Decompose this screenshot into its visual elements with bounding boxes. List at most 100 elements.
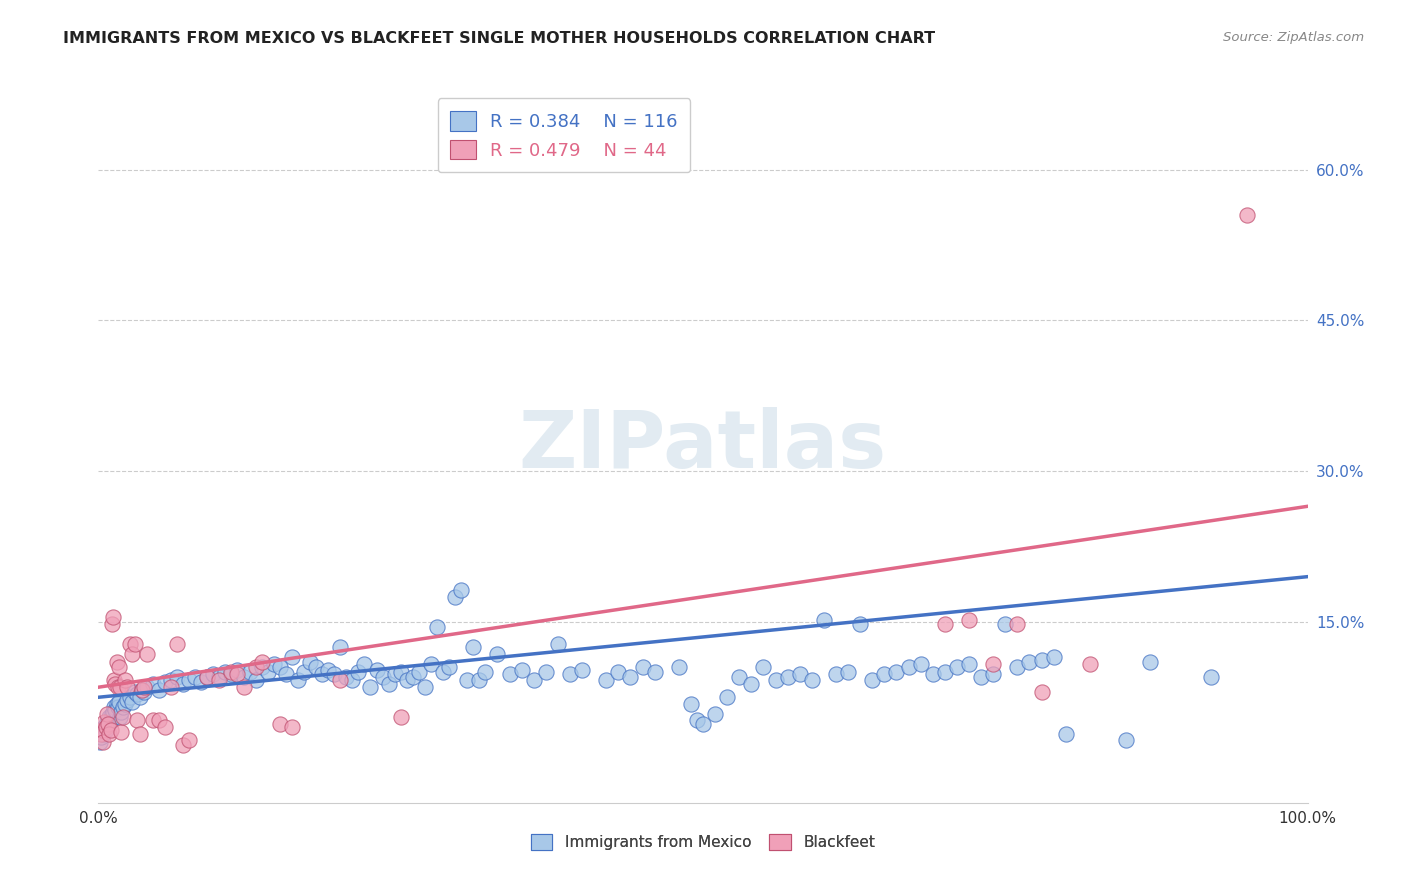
Point	[103, 673, 125, 688]
Point	[98, 727, 121, 741]
Point	[221, 665, 243, 680]
Point	[957, 657, 980, 672]
Point	[101, 610, 124, 624]
Point	[329, 640, 352, 654]
Point	[957, 613, 980, 627]
Point	[111, 710, 134, 724]
Point	[97, 717, 120, 731]
Point	[692, 717, 714, 731]
Point	[619, 670, 641, 684]
Point	[994, 616, 1017, 631]
Point	[184, 670, 207, 684]
Point	[245, 673, 267, 688]
Point	[837, 665, 859, 680]
Point	[366, 663, 388, 677]
Point	[686, 714, 709, 728]
Point	[347, 665, 370, 680]
Point	[135, 647, 157, 661]
Point	[498, 667, 520, 681]
Point	[221, 667, 243, 681]
Point	[245, 660, 267, 674]
Point	[316, 663, 339, 677]
Point	[89, 735, 111, 749]
Point	[232, 680, 254, 694]
Point	[208, 673, 231, 688]
Point	[269, 660, 291, 674]
Point	[127, 687, 149, 701]
Point	[108, 695, 131, 709]
Text: IMMIGRANTS FROM MEXICO VS BLACKFEET SINGLE MOTHER HOUSEHOLDS CORRELATION CHART: IMMIGRANTS FROM MEXICO VS BLACKFEET SING…	[63, 31, 935, 46]
Point	[108, 680, 131, 694]
Point	[131, 683, 153, 698]
Point	[94, 720, 117, 734]
Point	[90, 731, 112, 745]
Point	[934, 616, 956, 631]
Point	[329, 673, 352, 688]
Point	[148, 714, 170, 728]
Point	[281, 650, 304, 665]
Point	[946, 660, 969, 674]
Point	[96, 715, 118, 730]
Point	[110, 706, 132, 720]
Point	[263, 657, 285, 672]
Point	[474, 665, 496, 680]
Point	[1115, 733, 1137, 747]
Point	[226, 663, 249, 677]
Point	[886, 665, 908, 680]
Point	[716, 690, 738, 705]
Point	[547, 637, 569, 651]
Point	[90, 727, 112, 741]
Point	[94, 723, 117, 738]
Point	[179, 733, 201, 747]
Point	[534, 665, 557, 680]
Point	[96, 707, 118, 722]
Point	[432, 665, 454, 680]
Point	[118, 690, 141, 705]
Point	[127, 714, 149, 728]
Point	[114, 698, 136, 712]
Point	[107, 700, 129, 714]
Point	[299, 655, 322, 669]
Point	[91, 735, 114, 749]
Point	[208, 670, 231, 684]
Point	[800, 673, 823, 688]
Point	[103, 700, 125, 714]
Point	[148, 683, 170, 698]
Point	[153, 720, 176, 734]
Point	[91, 727, 114, 741]
Point	[93, 715, 115, 730]
Point	[595, 673, 617, 688]
Point	[395, 673, 418, 688]
Point	[740, 677, 762, 691]
Point	[910, 657, 932, 672]
Point	[420, 657, 443, 672]
Point	[195, 670, 218, 684]
Point	[239, 665, 262, 680]
Point	[849, 616, 872, 631]
Point	[1078, 657, 1101, 672]
Point	[107, 680, 129, 694]
Point	[153, 675, 176, 690]
Point	[389, 665, 412, 680]
Point	[250, 655, 273, 669]
Point	[679, 698, 702, 712]
Point	[371, 670, 394, 684]
Point	[571, 663, 593, 677]
Point	[873, 667, 896, 681]
Point	[402, 670, 425, 684]
Point	[105, 655, 128, 669]
Point	[202, 667, 225, 681]
Point	[426, 620, 449, 634]
Point	[934, 665, 956, 680]
Point	[172, 677, 194, 691]
Point	[101, 706, 124, 720]
Point	[981, 657, 1004, 672]
Point	[523, 673, 546, 688]
Point	[93, 720, 115, 734]
Point	[360, 680, 382, 694]
Point	[134, 685, 156, 699]
Point	[104, 677, 127, 691]
Point	[468, 673, 491, 688]
Point	[121, 647, 143, 661]
Point	[463, 640, 485, 654]
